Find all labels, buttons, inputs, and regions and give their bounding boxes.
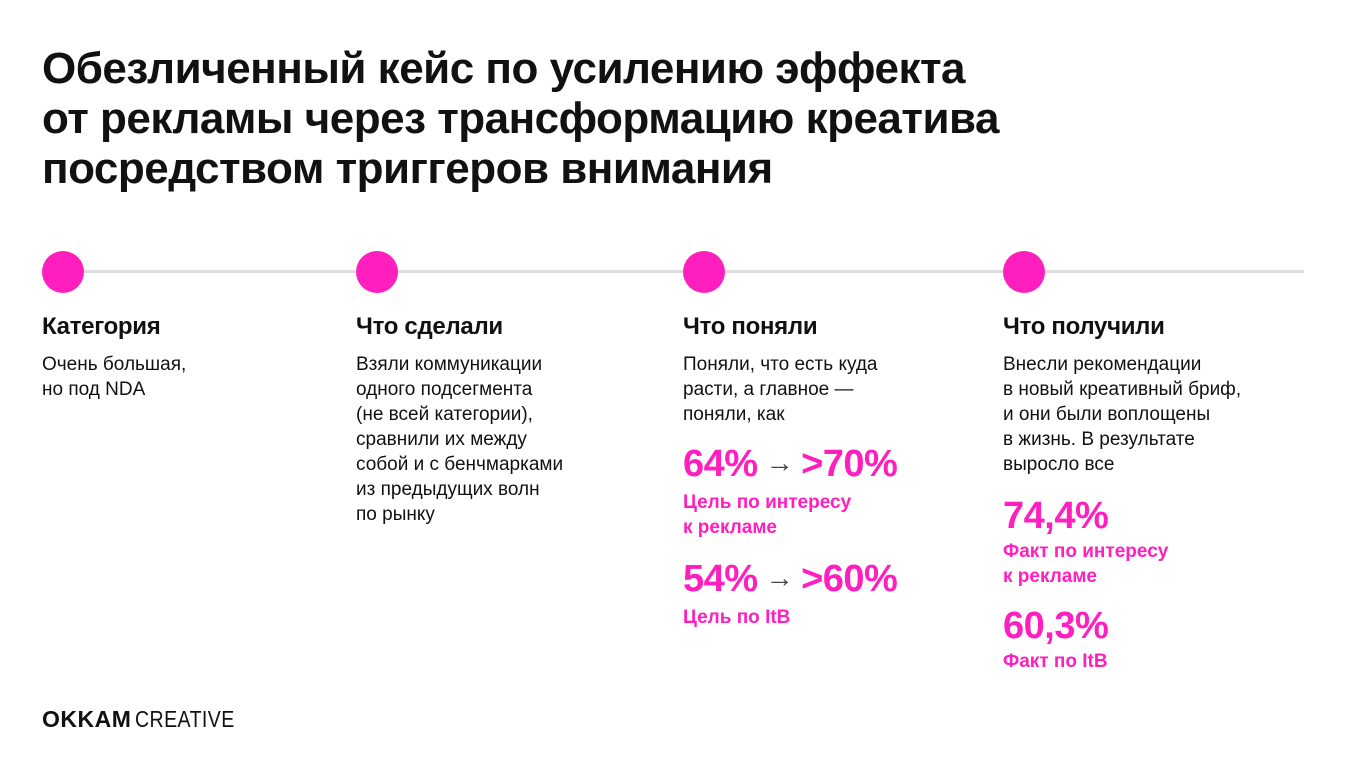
text-line: собой и с бенчмарками xyxy=(356,454,564,475)
column-heading: Что поняли xyxy=(683,313,818,340)
metric-to: >70% xyxy=(801,443,898,485)
text-line: но под NDA xyxy=(42,379,146,400)
metric-value: 54% → >60% xyxy=(683,558,898,603)
metric-value: 60,3% xyxy=(1003,605,1109,647)
title-line-2: от рекламы через трансформацию креатива xyxy=(42,94,999,143)
metric-itb-fact: 60,3% Факт по ItB xyxy=(1003,605,1241,674)
metric-interest-fact: 74,4% Факт по интересу к рекламе xyxy=(1003,495,1241,589)
metric-label: Факт по ItB xyxy=(1003,649,1241,674)
label-line: Факт по интересу xyxy=(1003,541,1169,562)
timeline-dot-learned xyxy=(683,251,725,293)
column-category: Категория Очень большая, но под NDA xyxy=(42,310,186,402)
column-heading: Что получили xyxy=(1003,313,1165,340)
text-line: в новый креативный бриф, xyxy=(1003,379,1242,400)
timeline-dot-category xyxy=(42,251,84,293)
label-line: Цель по интересу xyxy=(683,492,852,513)
column-done: Что сделали Взяли коммуникации одного по… xyxy=(356,310,563,527)
metric-value: 64% → >70% xyxy=(683,443,898,488)
text-line: расти, а главное — xyxy=(683,379,854,400)
timeline-dot-done xyxy=(356,251,398,293)
label-line: Цель по ItB xyxy=(683,607,791,628)
text-line: (не всей категории), xyxy=(356,404,533,425)
logo-sub: CREATIVE xyxy=(135,706,236,732)
label-line: к рекламе xyxy=(1003,566,1097,587)
text-line: выросло все xyxy=(1003,454,1115,475)
text-line: Поняли, что есть куда xyxy=(683,354,878,375)
logo-brand: OKKAM xyxy=(42,706,132,732)
metric-interest-target: 64% → >70% Цель по интересу к рекламе xyxy=(683,443,898,540)
arrow-right-icon: → xyxy=(765,562,794,593)
text-line: по рынку xyxy=(356,504,435,525)
column-heading: Что сделали xyxy=(356,313,503,340)
page-title: Обезличенный кейс по усилению эффекта от… xyxy=(42,44,1242,194)
column-heading: Категория xyxy=(42,313,161,340)
metric-to: >60% xyxy=(801,558,898,600)
text-line: и они были воплощены xyxy=(1003,404,1211,425)
okkam-creative-logo: OKKAM CREATIVE xyxy=(42,705,253,733)
metric-label: Цель по ItB xyxy=(683,605,897,630)
text-line: в жизнь. В результате xyxy=(1003,429,1195,450)
column-text: Поняли, что есть куда расти, а главное —… xyxy=(683,352,897,427)
metric-value: 74,4% xyxy=(1003,495,1109,537)
text-line: сравнили их между xyxy=(356,429,527,450)
title-line-1: Обезличенный кейс по усилению эффекта xyxy=(42,44,966,93)
text-line: поняли, как xyxy=(683,404,785,425)
title-line-3: посредством триггеров внимания xyxy=(42,144,773,193)
metric-label: Факт по интересу к рекламе xyxy=(1003,539,1241,589)
column-text: Внесли рекомендации в новый креативный б… xyxy=(1003,352,1241,477)
text-line: из предыдущих волн xyxy=(356,479,540,500)
arrow-right-icon: → xyxy=(765,447,794,478)
text-line: Очень большая, xyxy=(42,354,187,375)
label-line: к рекламе xyxy=(683,517,777,538)
text-line: Внесли рекомендации xyxy=(1003,354,1202,375)
metric-itb-target: 54% → >60% Цель по ItB xyxy=(683,558,898,630)
text-line: одного подсегмента xyxy=(356,379,533,400)
column-text: Взяли коммуникации одного подсегмента (н… xyxy=(356,352,563,527)
column-text: Очень большая, но под NDA xyxy=(42,352,186,402)
metric-label: Цель по интересу к рекламе xyxy=(683,490,897,540)
metric-from: 54% xyxy=(683,558,758,600)
column-result: Что получили Внесли рекомендации в новый… xyxy=(1003,310,1241,674)
label-line: Факт по ItB xyxy=(1003,651,1108,672)
text-line: Взяли коммуникации xyxy=(356,354,543,375)
column-learned: Что поняли Поняли, что есть куда расти, … xyxy=(683,310,898,630)
timeline-dot-result xyxy=(1003,251,1045,293)
metric-from: 64% xyxy=(683,443,758,485)
